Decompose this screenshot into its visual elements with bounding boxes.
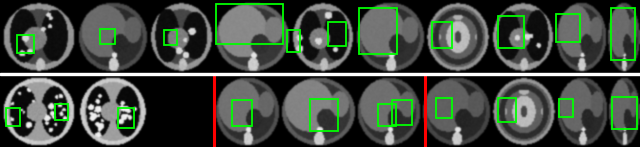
Bar	[392, 100, 412, 125]
Bar	[378, 104, 396, 126]
Bar	[498, 16, 524, 48]
Bar	[559, 99, 573, 117]
Bar	[164, 30, 177, 45]
Bar	[612, 97, 637, 129]
Bar	[359, 8, 397, 54]
Bar	[6, 108, 20, 126]
Bar	[432, 22, 452, 48]
Bar	[436, 98, 452, 118]
Bar	[232, 100, 252, 126]
Bar	[328, 22, 346, 46]
Bar	[498, 98, 516, 122]
Bar	[118, 108, 134, 128]
Bar	[0, 73, 640, 75]
Bar	[556, 14, 580, 42]
Bar	[310, 99, 338, 131]
Bar	[100, 29, 115, 44]
Bar	[611, 8, 635, 60]
Bar	[287, 30, 300, 52]
Bar	[17, 35, 34, 53]
Bar	[216, 4, 283, 44]
Bar	[55, 104, 68, 120]
